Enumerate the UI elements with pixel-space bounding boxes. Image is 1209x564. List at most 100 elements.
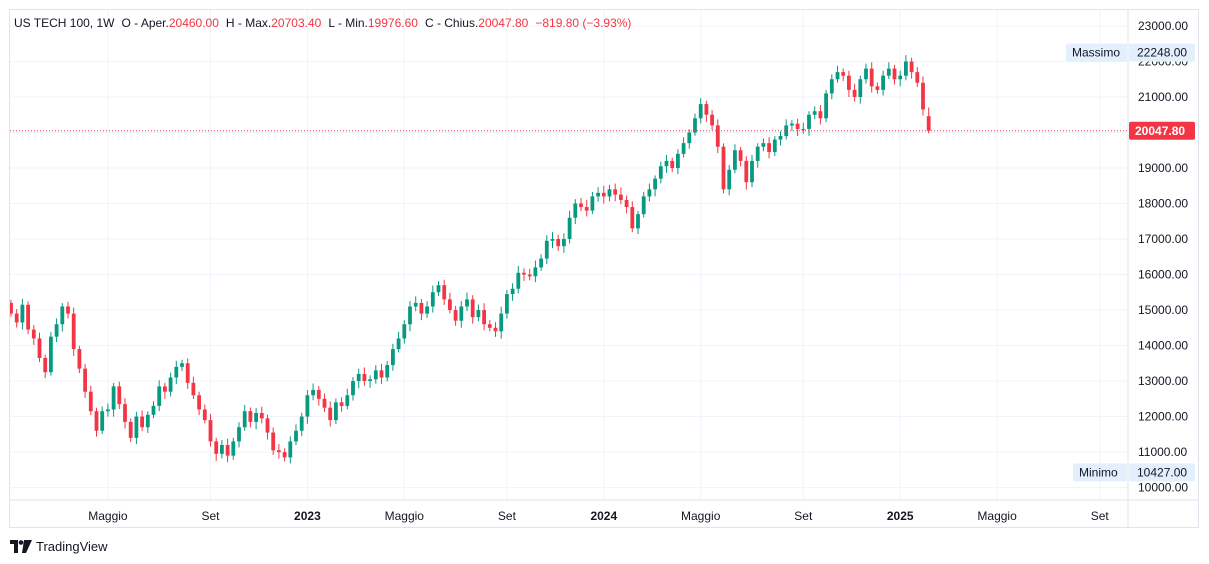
candle-body (567, 217, 572, 240)
chart-frame[interactable]: 23000.0022000.0021000.0020000.0019000.00… (9, 9, 1199, 528)
max-label: Massimo (1072, 46, 1120, 60)
x-tick-label: 2023 (294, 509, 321, 523)
candle-body (550, 239, 555, 241)
candle-body (265, 418, 270, 433)
candle-body (921, 82, 925, 110)
candle-body (408, 306, 412, 325)
min-label: Minimo (1079, 465, 1118, 479)
x-tick-label: 2024 (590, 509, 617, 523)
candle-body (681, 143, 686, 154)
candle-body (128, 421, 133, 438)
candle-body (339, 402, 344, 406)
candle-body (10, 302, 13, 314)
candle-body (767, 143, 771, 153)
candle-body (442, 285, 447, 300)
candle-body (607, 189, 612, 197)
grid-lines (10, 10, 1128, 500)
candle-body (727, 169, 732, 190)
candle-body (658, 166, 663, 179)
candle-body (636, 214, 640, 229)
candle-body (271, 432, 276, 451)
candle-body (499, 313, 504, 332)
candle-body (864, 68, 868, 80)
candle-body (562, 239, 566, 247)
candle-body (60, 306, 65, 325)
candle-body (26, 304, 30, 330)
candle-body (106, 409, 110, 412)
x-tick-label: Set (498, 509, 517, 523)
tradingview-logo-icon (10, 539, 32, 553)
candle-body (157, 386, 162, 406)
tradingview-brand[interactable]: TradingView (10, 537, 108, 555)
y-tick-label: 15000.00 (1138, 303, 1188, 317)
candle-body (704, 104, 709, 115)
candle-body (163, 386, 167, 392)
candle-body (687, 132, 692, 144)
x-tick-label: Maggio (681, 509, 721, 523)
candle-body (750, 160, 754, 183)
candle-body (214, 441, 219, 454)
candlestick-chart[interactable]: 23000.0022000.0021000.0020000.0019000.00… (10, 10, 1198, 527)
chart-legend[interactable]: US TECH 100, 1W O - Aper. 20460.00 H - Ma… (14, 13, 631, 33)
candle-body (516, 272, 521, 289)
candle-body (100, 411, 105, 431)
x-tick-label: Maggio (385, 509, 425, 523)
max-value-bg (1129, 43, 1195, 62)
candle-body (328, 407, 333, 421)
candle-body (761, 143, 766, 147)
candle-body (88, 391, 93, 412)
candle-body (556, 239, 561, 247)
candle-body (613, 189, 618, 195)
candle-body (208, 420, 213, 442)
candle-body (653, 178, 657, 190)
min-value-bg (1129, 463, 1195, 482)
candle-body (829, 79, 834, 94)
open-value: 20460.00 (168, 16, 219, 30)
candle-body (430, 292, 435, 307)
candle-body (909, 61, 914, 73)
candle-body (225, 444, 230, 456)
candle-body (288, 441, 293, 458)
candle-body (299, 416, 304, 431)
candle-body (140, 416, 144, 428)
candle-body (619, 194, 623, 200)
candle-body (316, 389, 321, 399)
candle-body (698, 104, 703, 119)
candle-body (847, 75, 851, 90)
candle-body (875, 86, 880, 90)
y-tick-label: 21000.00 (1138, 90, 1188, 104)
candle-body (49, 336, 53, 373)
candle-body (391, 349, 395, 366)
candle-body (539, 258, 543, 268)
candle-body (277, 450, 281, 453)
candle-body (356, 373, 361, 382)
candle-body (413, 302, 418, 307)
candle-body (294, 430, 298, 442)
last-price-tag: 20047.80 (1129, 121, 1195, 140)
candle-body (721, 146, 726, 190)
candle-body (220, 444, 224, 454)
x-axis[interactable]: Maggio Set 2023 Maggio Set 2024 Maggio Set 2025 M… (88, 509, 1109, 523)
y-axis[interactable]: 23000.0022000.0021000.0020000.0019000.00… (1138, 19, 1188, 495)
candle-body (493, 327, 498, 332)
candle-body (818, 111, 823, 119)
candle-body (824, 93, 828, 119)
close-value: 20047.80 (478, 16, 529, 30)
candle-body (191, 382, 196, 396)
low-value: 19976.60 (367, 16, 418, 30)
y-tick-label: 10000.00 (1138, 481, 1188, 495)
y-tick-label: 13000.00 (1138, 374, 1188, 388)
high-label: H - Max. (225, 16, 272, 30)
y-tick-label: 18000.00 (1138, 197, 1188, 211)
candle-body (396, 338, 401, 350)
candle-body (311, 389, 315, 396)
candle-body (37, 338, 42, 358)
candle-body (670, 160, 675, 169)
candle-body (715, 125, 720, 147)
candle-body (533, 267, 538, 277)
symbol-label[interactable]: US TECH 100, 1W (14, 16, 115, 30)
candle-body (379, 370, 384, 378)
candle-body (436, 285, 441, 293)
candle-body (334, 402, 338, 421)
y-tick-label: 12000.00 (1138, 410, 1188, 424)
